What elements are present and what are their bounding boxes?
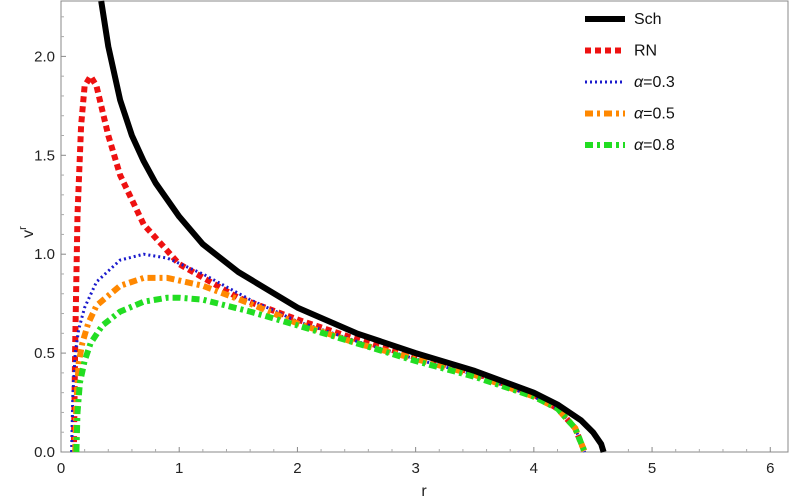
- series-line-sch: [98, 0, 607, 453]
- y-axis-label: v: [20, 230, 37, 238]
- legend-label-alpha08: α=0.8: [634, 137, 675, 154]
- series-layer: [70, 0, 607, 454]
- legend-greek-prefix: α: [634, 106, 644, 123]
- legend-label-value: =0.5: [643, 106, 675, 123]
- y-axis-ticks: 0.0 0.5 1.0 1.5 2.0: [34, 16, 66, 461]
- legend-label-rn: RN: [634, 43, 657, 60]
- y-tick-label: 0.0: [34, 444, 55, 461]
- x-tick-label: 2: [293, 460, 301, 477]
- legend-label-alpha03: α=0.3: [634, 74, 675, 91]
- x-tick-label: 5: [648, 460, 656, 477]
- y-tick-label: 1.0: [34, 246, 55, 263]
- plot-frame: [60, 0, 789, 453]
- x-axis-ticks: 0 1 2 3 4 5 6: [57, 447, 774, 477]
- y-axis-label-superscript: r: [17, 226, 29, 230]
- x-tick-label: 3: [411, 460, 419, 477]
- legend-greek-prefix: α: [634, 74, 644, 91]
- y-axis-label-group: vr: [17, 226, 37, 238]
- x-tick-label: 1: [175, 460, 183, 477]
- legend-label-sch: Sch: [634, 11, 662, 28]
- series-line-rn: [71, 73, 588, 454]
- series-line-alpha05: [72, 274, 588, 454]
- legend-label-value: =0.3: [643, 74, 675, 91]
- legend-label-alpha05: α=0.5: [634, 106, 675, 123]
- y-tick-label: 1.5: [34, 147, 55, 164]
- x-axis-label: r: [421, 483, 427, 500]
- x-tick-label: 0: [57, 460, 65, 477]
- y-tick-label: 0.5: [34, 345, 55, 362]
- x-tick-label: 4: [530, 460, 538, 477]
- svg-text:vr: vr: [17, 226, 37, 238]
- series-line-alpha03: [70, 252, 587, 453]
- legend-label-value: =0.8: [643, 137, 675, 154]
- series-line-alpha08: [73, 294, 588, 454]
- y-tick-label: 2.0: [34, 48, 55, 65]
- legend-greek-prefix: α: [634, 137, 644, 154]
- x-tick-label: 6: [766, 460, 774, 477]
